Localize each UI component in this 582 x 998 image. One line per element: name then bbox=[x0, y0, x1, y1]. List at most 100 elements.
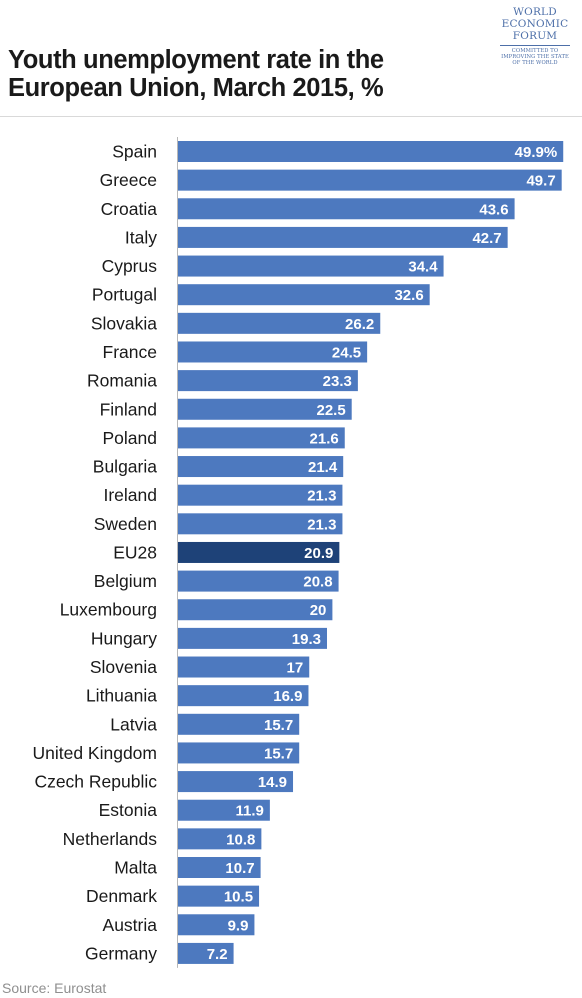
logo-divider bbox=[500, 45, 570, 46]
category-label: Spain bbox=[112, 142, 157, 162]
category-label: Romania bbox=[87, 371, 157, 391]
value-label: 10.7 bbox=[225, 860, 254, 877]
category-label: Slovenia bbox=[90, 657, 157, 677]
bar bbox=[178, 370, 358, 392]
value-label: 43.6 bbox=[479, 201, 508, 218]
bar bbox=[178, 427, 345, 449]
value-label: 21.3 bbox=[307, 516, 336, 533]
bar bbox=[178, 169, 562, 191]
bar bbox=[178, 742, 300, 764]
bar bbox=[178, 484, 343, 506]
bar bbox=[178, 857, 261, 878]
category-label: Lithuania bbox=[86, 686, 157, 706]
bar bbox=[178, 685, 309, 707]
value-label: 21.4 bbox=[308, 459, 338, 476]
category-label: Germany bbox=[85, 943, 157, 963]
category-label: Italy bbox=[125, 227, 157, 247]
chart-title-line-1: Youth unemployment rate in the bbox=[8, 46, 384, 74]
bar bbox=[178, 456, 344, 478]
category-label: Czech Republic bbox=[34, 772, 157, 792]
category-label: Belgium bbox=[94, 571, 157, 591]
logo-tagline-3: OF THE WORLD bbox=[512, 60, 558, 67]
value-label: 9.9 bbox=[228, 917, 249, 934]
category-label: Croatia bbox=[101, 199, 158, 219]
bar bbox=[178, 226, 508, 248]
value-label: 19.3 bbox=[292, 631, 321, 648]
category-label: Hungary bbox=[91, 628, 157, 648]
header-divider bbox=[0, 116, 582, 117]
value-label: 32.6 bbox=[394, 287, 423, 304]
value-label: 15.7 bbox=[264, 745, 293, 762]
category-label: Austria bbox=[103, 915, 158, 935]
bar bbox=[178, 398, 352, 420]
value-label: 16.9 bbox=[273, 688, 302, 705]
value-label: 20.8 bbox=[303, 574, 332, 591]
source-note: Source: Eurostat bbox=[2, 980, 107, 996]
category-label: Denmark bbox=[86, 886, 157, 906]
category-label: United Kingdom bbox=[32, 743, 157, 763]
bar bbox=[178, 284, 430, 306]
value-label: 21.3 bbox=[307, 488, 336, 505]
value-label: 7.2 bbox=[207, 946, 228, 963]
value-label: 17 bbox=[287, 660, 304, 677]
bar bbox=[178, 570, 339, 592]
category-label: Netherlands bbox=[63, 829, 158, 849]
value-label: 10.8 bbox=[226, 831, 255, 848]
category-label: Portugal bbox=[92, 285, 157, 305]
value-label: 20 bbox=[310, 602, 327, 619]
bar bbox=[178, 599, 333, 621]
category-label: Estonia bbox=[99, 800, 158, 820]
category-label: Sweden bbox=[94, 514, 157, 534]
bar bbox=[178, 627, 327, 649]
value-label: 24.5 bbox=[332, 344, 361, 361]
value-label: 21.6 bbox=[310, 430, 339, 447]
bar bbox=[178, 656, 310, 678]
bar bbox=[178, 198, 515, 220]
bar bbox=[178, 942, 234, 964]
bar bbox=[178, 255, 444, 277]
bar bbox=[178, 713, 300, 735]
value-label: 49.7 bbox=[526, 173, 555, 190]
value-label: 10.5 bbox=[224, 889, 253, 906]
category-label: Slovakia bbox=[91, 313, 157, 333]
category-label: Malta bbox=[114, 858, 157, 878]
value-label: 14.9 bbox=[258, 774, 287, 791]
category-label: Greece bbox=[100, 170, 157, 190]
category-label: Finland bbox=[100, 399, 157, 419]
value-label: 49.9% bbox=[515, 144, 558, 161]
logo-word-1: WORLD bbox=[513, 6, 557, 18]
bar-highlight bbox=[178, 541, 340, 563]
bar bbox=[178, 828, 262, 850]
value-label: 20.9 bbox=[304, 545, 333, 562]
value-label: 23.3 bbox=[323, 373, 352, 390]
value-label: 42.7 bbox=[472, 230, 501, 247]
bar bbox=[178, 799, 270, 821]
value-label: 26.2 bbox=[345, 316, 374, 333]
value-label: 34.4 bbox=[408, 259, 438, 276]
category-label: Luxembourg bbox=[60, 600, 157, 620]
category-label: Cyprus bbox=[102, 256, 158, 276]
bar bbox=[178, 885, 260, 907]
bar bbox=[178, 513, 343, 535]
value-label: 15.7 bbox=[264, 717, 293, 734]
wef-logo: WORLD ECONOMIC FORUM COMMITTED TO IMPROV… bbox=[494, 6, 576, 67]
bar bbox=[178, 312, 381, 334]
logo-tagline-2: IMPROVING THE STATE bbox=[501, 54, 569, 61]
chart-title: Youth unemployment rate in the European … bbox=[8, 46, 478, 102]
value-label: 11.9 bbox=[235, 803, 263, 820]
category-label: Latvia bbox=[110, 714, 157, 734]
category-label: EU28 bbox=[113, 542, 157, 562]
bar bbox=[178, 141, 564, 162]
logo-word-2: ECONOMIC bbox=[501, 18, 569, 30]
category-label: Bulgaria bbox=[93, 457, 157, 477]
category-label: Poland bbox=[103, 428, 158, 448]
category-label: France bbox=[103, 342, 157, 362]
bar bbox=[178, 771, 294, 793]
bar bbox=[178, 914, 255, 936]
chart-title-line-2: European Union, March 2015, % bbox=[8, 74, 384, 102]
bar bbox=[178, 341, 368, 363]
category-label: Ireland bbox=[103, 485, 157, 505]
value-label: 22.5 bbox=[316, 402, 345, 419]
logo-tagline-1: COMMITTED TO bbox=[511, 48, 559, 54]
